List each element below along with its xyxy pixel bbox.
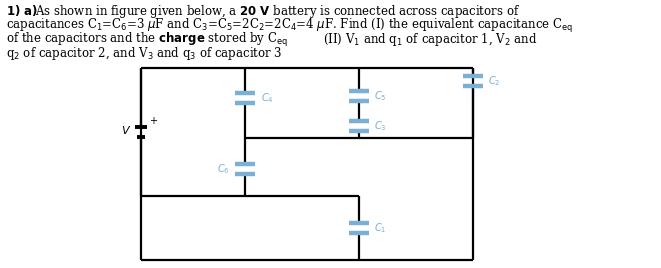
Text: $C_2$: $C_2$ bbox=[488, 74, 500, 88]
Text: +: + bbox=[149, 116, 157, 126]
Text: (II) V$_1$ and q$_1$ of capacitor 1, V$_2$ and: (II) V$_1$ and q$_1$ of capacitor 1, V$_… bbox=[323, 31, 537, 48]
Text: q$_2$ of capacitor 2, and V$_3$ and q$_3$ of capacitor 3: q$_2$ of capacitor 2, and V$_3$ and q$_3… bbox=[7, 45, 283, 62]
Text: V: V bbox=[121, 126, 129, 136]
Text: $\mathbf{1)}\ \mathbf{a)}$: $\mathbf{1)}\ \mathbf{a)}$ bbox=[7, 3, 38, 18]
Text: As shown in figure given below, a $\mathbf{20\ V}$ battery is connected across c: As shown in figure given below, a $\math… bbox=[34, 3, 520, 20]
Text: $C_3$: $C_3$ bbox=[374, 119, 387, 133]
Text: $C_4$: $C_4$ bbox=[261, 91, 274, 105]
Text: capacitances C$_1$=C$_6$=3 $\mu$F and C$_3$=C$_5$=2C$_2$=2C$_4$=4 $\mu$F. Find (: capacitances C$_1$=C$_6$=3 $\mu$F and C$… bbox=[7, 17, 574, 35]
Text: $C_6$: $C_6$ bbox=[217, 162, 230, 176]
Text: of the capacitors and the $\mathbf{charge}$ stored by C$_{\mathrm{eq}}$: of the capacitors and the $\mathbf{charg… bbox=[7, 31, 288, 49]
Text: $C_1$: $C_1$ bbox=[374, 221, 387, 235]
Text: $C_5$: $C_5$ bbox=[374, 89, 387, 103]
